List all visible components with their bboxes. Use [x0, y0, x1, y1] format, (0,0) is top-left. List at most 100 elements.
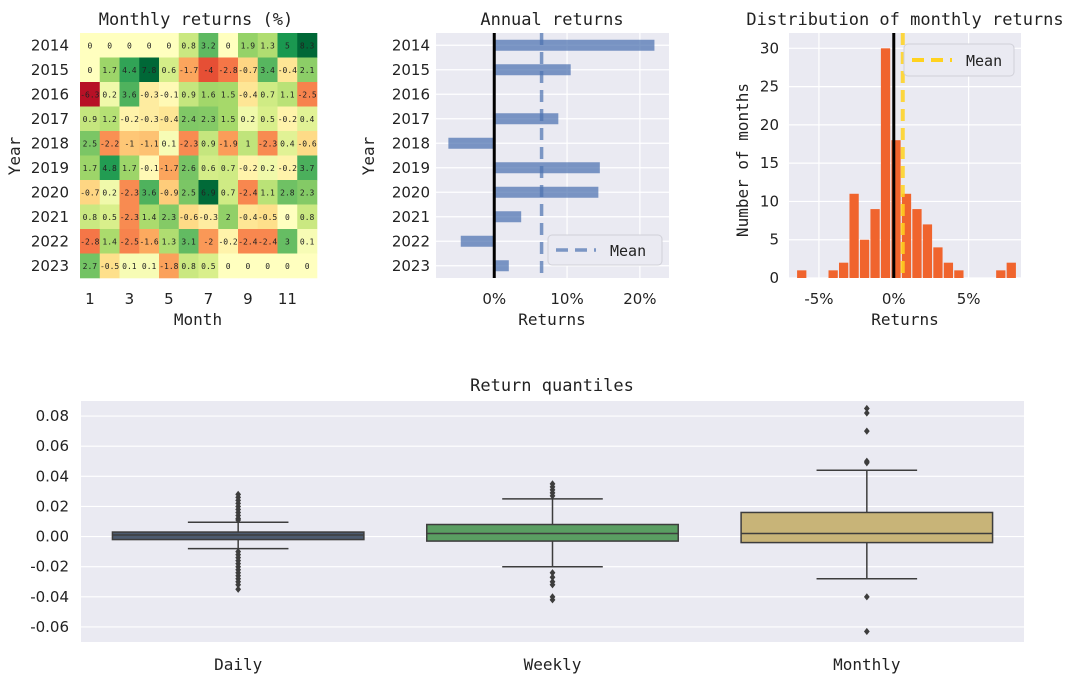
heatmap-ytick: 2019	[31, 159, 69, 177]
dist-ytick: 30	[760, 39, 779, 57]
box-outlier	[235, 516, 242, 524]
heatmap-cell	[99, 57, 120, 83]
dist-ytick: 25	[760, 78, 779, 96]
heatmap-cell	[178, 253, 199, 279]
heatmap-cell-label: -0.1	[159, 90, 178, 99]
heatmap-cell-label: 3	[285, 237, 290, 246]
heatmap-cell-label: 1.7	[102, 66, 117, 75]
heatmap-cell-label: -2.3	[258, 139, 277, 148]
heatmap-cell	[198, 180, 219, 205]
heatmap-cell-label: 0.7	[260, 90, 275, 99]
heatmap-cell	[218, 131, 239, 156]
heatmap-cell-label: 0.4	[280, 139, 295, 148]
heatmap-cell	[99, 204, 120, 230]
heatmap-cell	[139, 57, 160, 83]
annual-ytick: 2016	[392, 85, 430, 103]
heatmap-cell-label: -1.7	[159, 164, 178, 173]
heatmap-xtick: 3	[125, 290, 135, 308]
heatmap-cell	[178, 82, 199, 107]
heatmap-cell-label: -2	[204, 237, 214, 246]
heatmap-cell	[218, 57, 239, 83]
distribution-panel: Distribution of monthly returns Returns …	[733, 10, 1064, 329]
heatmap-cell	[277, 57, 298, 83]
heatmap-cell	[277, 131, 298, 156]
heatmap-cell	[218, 33, 239, 58]
heatmap-cell-label: 0	[127, 41, 132, 50]
heatmap-cell-label: -1.9	[218, 139, 237, 148]
heatmap-cell	[139, 131, 160, 156]
heatmap-cell-label: 0.4	[300, 115, 315, 124]
heatmap-cell	[198, 106, 219, 132]
annual-ytick: 2022	[392, 232, 430, 250]
annual-bar	[494, 211, 522, 223]
dist-bar	[797, 270, 807, 278]
dist-ytick: 10	[760, 192, 779, 210]
heatmap-cell	[257, 155, 278, 181]
heatmap-cell-label: 3.6	[122, 90, 137, 99]
heatmap-cell-label: 3.2	[201, 41, 216, 50]
annual-legend-box	[547, 234, 663, 266]
heatmap-cell-label: 0	[226, 41, 231, 50]
heatmap-cell	[198, 253, 219, 279]
heatmap-ytick: 2015	[31, 61, 69, 79]
heatmap-cell-label: -1.7	[179, 66, 198, 75]
heatmap-cell	[119, 253, 140, 279]
heatmap-cell	[257, 106, 278, 132]
heatmap-cell	[119, 155, 140, 181]
box-outlier	[235, 581, 242, 589]
dist-ytick: 15	[760, 154, 779, 172]
heatmap-cell	[297, 253, 318, 279]
annual-xtick: 20%	[623, 290, 656, 308]
heatmap-cell-label: 0.7	[221, 188, 236, 197]
heatmap-ytick: 2017	[31, 110, 69, 128]
heatmap-cell	[257, 180, 278, 205]
heatmap-cell-label: 4.4	[122, 66, 137, 75]
heatmap-cell	[198, 229, 219, 254]
heatmap-cell	[119, 33, 140, 58]
heatmap-cell-label: 8.3	[300, 41, 315, 50]
heatmap-cell	[80, 155, 101, 181]
heatmap-cell-label: 0.1	[300, 237, 315, 246]
heatmap-cell	[198, 131, 219, 156]
dist-ytick: 0	[769, 269, 779, 287]
dist-ylabel: Number of months	[733, 83, 752, 237]
heatmap-cell-label: -1.1	[139, 139, 158, 148]
box-ytick: 0.02	[36, 497, 69, 515]
heatmap-cell-label: -1.8	[159, 262, 178, 271]
annual-bar	[494, 260, 509, 272]
heatmap-cell	[238, 82, 259, 107]
heatmap-cell	[80, 131, 101, 156]
heatmap-cell	[238, 57, 259, 83]
dist-ytick: 20	[760, 116, 779, 134]
box-body	[111, 531, 365, 541]
heatmap-cell	[277, 33, 298, 58]
heatmap-cell	[238, 253, 259, 279]
heatmap-ytick: 2018	[31, 134, 69, 152]
heatmap-cell-label: 0.2	[241, 115, 256, 124]
box-ytick: 0.00	[36, 528, 69, 546]
heatmap-cell-label: -0.7	[80, 188, 99, 197]
heatmap-cell-label: 1.1	[280, 90, 295, 99]
dist-bar	[922, 224, 933, 278]
heatmap-cell	[238, 204, 259, 230]
heatmap-cell-label: -0.3	[139, 90, 158, 99]
heatmap-cell-label: 2	[226, 213, 231, 222]
heatmap-cell	[297, 229, 318, 254]
dist-bar	[891, 140, 901, 278]
heatmap-cell	[277, 155, 298, 181]
heatmap-panel: Monthly returns (%) Month Year 0 0 0 0 0 0.8 3…	[5, 10, 318, 329]
heatmap-cell-label: 0	[285, 262, 290, 271]
annual-xlabel: Returns	[518, 310, 585, 329]
heatmap-cell	[297, 155, 318, 181]
heatmap-cell	[297, 82, 318, 107]
heatmap-cell-label: -0.4	[278, 66, 297, 75]
heatmap-cell-label: -0.9	[159, 188, 178, 197]
heatmap-cell-label: 2.3	[162, 213, 177, 222]
heatmap-cell-label: -0.6	[179, 213, 198, 222]
heatmap-cell	[238, 33, 259, 58]
heatmap-cell	[99, 131, 120, 156]
heatmap-cell	[257, 253, 278, 279]
heatmap-cell-label: 0	[147, 41, 152, 50]
heatmap-xtick: 1	[85, 290, 95, 308]
annual-bar	[494, 39, 655, 51]
